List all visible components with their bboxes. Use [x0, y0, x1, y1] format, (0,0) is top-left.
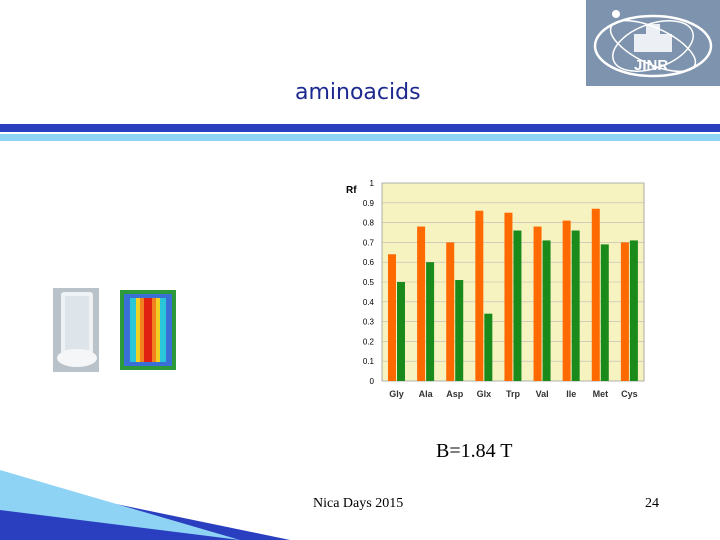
y-axis-label: Rf: [346, 185, 357, 196]
detector-photo: [53, 288, 99, 372]
x-tick-label: Trp: [506, 389, 521, 399]
bar-ala-1: [417, 226, 426, 381]
rf-bar-chart: Rf 0 0.1 0.2 0.3 0.4 0.5 0.6 0.7 0.8 0.9 1 Gly Ala A…: [336, 173, 652, 405]
y-tick-label: 0.2: [363, 337, 375, 346]
logo-text: JINR: [634, 57, 668, 74]
bar-glx-2: [484, 313, 493, 381]
x-tick-label: Glx: [477, 389, 492, 399]
x-tick-label: Asp: [446, 389, 464, 399]
y-tick-label: 0.1: [363, 357, 375, 366]
y-tick-label: 0.8: [363, 219, 375, 228]
bar-gly-2: [397, 282, 405, 381]
bar-trp-1: [504, 212, 513, 381]
bar-trp-2: [513, 230, 522, 381]
bar-ile-1: [562, 220, 571, 381]
y-tick-label: 0.4: [363, 298, 375, 307]
bar-gly-1: [388, 254, 396, 381]
footer-swoosh: [0, 470, 290, 540]
x-tick-label: Cys: [621, 389, 638, 399]
y-tick-label: 0.9: [363, 199, 375, 208]
header-band: [0, 124, 720, 141]
y-tick-label: 0.7: [363, 238, 375, 247]
x-tick-label: Ala: [419, 389, 434, 399]
bar-met-2: [600, 244, 609, 381]
bar-cys-1: [620, 242, 629, 381]
bar-asp-2: [455, 280, 464, 381]
bar-val-2: [542, 240, 551, 381]
x-tick-label: Val: [536, 389, 549, 399]
footer-event: Nica Days 2015: [313, 496, 404, 511]
y-tick-label: 0.5: [363, 278, 375, 287]
y-tick-label: 1: [370, 179, 375, 188]
slide-title: aminoacids: [295, 80, 421, 105]
y-tick-label: 0.6: [363, 258, 375, 267]
jinr-logo: JINR: [586, 0, 720, 86]
bar-met-1: [591, 208, 600, 381]
bar-glx-1: [475, 210, 484, 381]
field-caption: B=1.84 T: [436, 440, 513, 462]
x-tick-label: Ile: [566, 389, 576, 399]
y-tick-label: 0: [370, 377, 375, 386]
bar-cys-2: [629, 240, 638, 381]
y-tick-label: 0.3: [363, 318, 375, 327]
x-tick-label: Gly: [389, 389, 404, 399]
page-number: 24: [645, 496, 659, 511]
x-tick-label: Met: [593, 389, 609, 399]
bar-ile-2: [571, 230, 580, 381]
bar-asp-1: [446, 242, 455, 381]
field-simulation-image: [120, 290, 176, 370]
bar-ala-2: [426, 262, 435, 381]
bar-val-1: [533, 226, 542, 381]
